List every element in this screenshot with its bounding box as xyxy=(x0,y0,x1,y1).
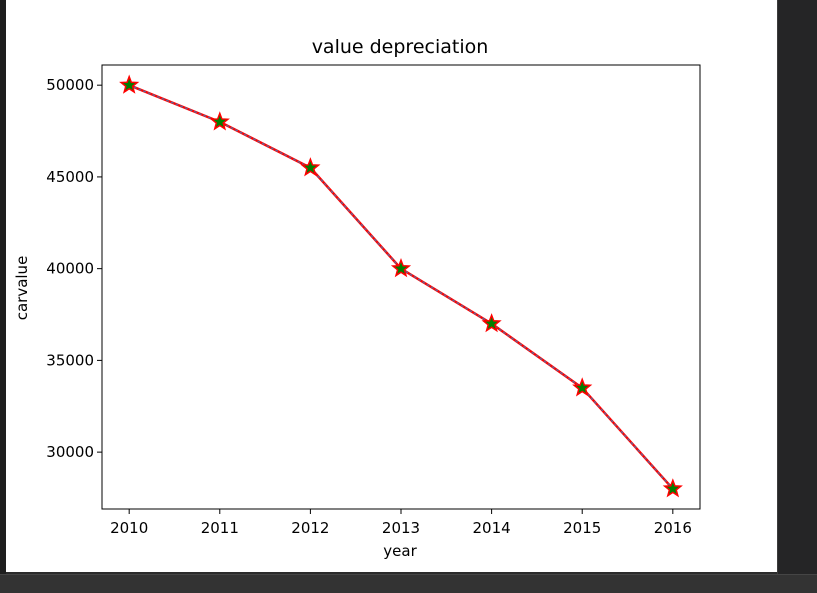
y-tick-label: 50000 xyxy=(46,76,94,94)
series-line xyxy=(128,84,674,490)
side-panel xyxy=(777,0,817,576)
axes-frame xyxy=(101,64,701,510)
x-tick-label: 2014 xyxy=(473,519,511,537)
x-tick-label: 2016 xyxy=(654,519,692,537)
y-tick-label: 35000 xyxy=(46,351,94,369)
y-axis-label: carvalue xyxy=(13,256,31,321)
x-tick-label: 2012 xyxy=(291,519,329,537)
x-tick-label: 2015 xyxy=(563,519,601,537)
left-gutter xyxy=(0,0,6,574)
data-point-star xyxy=(662,478,683,498)
data-point-star xyxy=(572,377,593,397)
chart-title: value depreciation xyxy=(312,36,489,58)
x-tick-label: 2013 xyxy=(382,519,420,537)
y-tick-label: 30000 xyxy=(46,443,94,461)
y-tick-label: 45000 xyxy=(46,168,94,186)
series-line-dashed xyxy=(128,84,674,490)
x-tick-label: 2011 xyxy=(201,519,239,537)
x-tick-label: 2010 xyxy=(110,519,148,537)
data-point-star xyxy=(300,157,321,177)
plot-area: 2010 2011 2012 2013 2014 2015 2016 30000 35000 40… xyxy=(46,64,701,537)
line-chart: value depreciation 2010 2011 2012 2013 2014 2… xyxy=(13,36,701,560)
data-point-star xyxy=(119,74,140,94)
y-tick-label: 40000 xyxy=(46,260,94,278)
figure-output: value depreciation 2010 2011 2012 2013 2014 2… xyxy=(6,0,777,572)
data-point-star xyxy=(481,313,502,333)
data-point-star xyxy=(390,258,412,278)
data-point-star xyxy=(209,111,230,131)
x-axis-label: year xyxy=(383,542,417,560)
status-bar xyxy=(0,574,817,593)
